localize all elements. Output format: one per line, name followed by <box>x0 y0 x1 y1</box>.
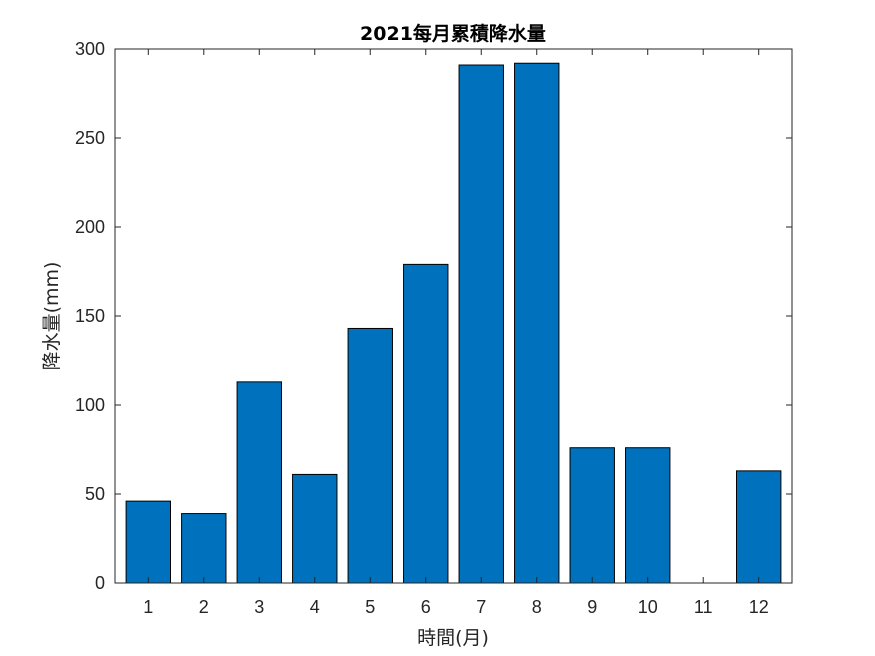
y-tick-label-50: 50 <box>85 484 105 504</box>
bar-5 <box>347 327 393 584</box>
bar-7 <box>458 64 504 584</box>
bar-6 <box>403 263 449 584</box>
y-tick-label-200: 200 <box>75 217 105 237</box>
bars-group <box>125 62 782 584</box>
x-tick-label-9: 9 <box>587 597 597 617</box>
y-tick-label-250: 250 <box>75 128 105 148</box>
x-tick-label-4: 4 <box>310 597 320 617</box>
bar-10 <box>625 447 671 584</box>
bar-2 <box>181 513 227 584</box>
x-tick-label-10: 10 <box>638 597 658 617</box>
chart-title: 2021每月累積降水量 <box>360 22 546 45</box>
y-axis: 0 50 100 150 200 250 300 <box>75 39 792 593</box>
y-tick-label-150: 150 <box>75 306 105 326</box>
x-tick-label-6: 6 <box>421 597 431 617</box>
bar-9 <box>569 447 615 584</box>
y-tick-label-100: 100 <box>75 395 105 415</box>
bar-8 <box>514 62 560 584</box>
bar-12 <box>736 470 782 584</box>
bar-1 <box>125 500 171 584</box>
x-tick-label-2: 2 <box>199 597 209 617</box>
bar-4 <box>292 473 338 584</box>
bar-3 <box>236 381 282 584</box>
x-axis: 1 2 3 4 5 6 7 8 9 10 11 12 <box>143 49 769 617</box>
x-tick-label-1: 1 <box>143 597 153 617</box>
y-tick-label-0: 0 <box>95 573 105 593</box>
y-axis-title: 降水量(mm) <box>41 262 63 371</box>
x-tick-label-12: 12 <box>749 597 769 617</box>
x-tick-label-3: 3 <box>254 597 264 617</box>
x-tick-label-11: 11 <box>694 597 713 617</box>
plot-area <box>115 49 792 583</box>
x-tick-label-5: 5 <box>365 597 375 617</box>
x-tick-label-7: 7 <box>476 597 486 617</box>
x-axis-title: 時間(月) <box>417 627 489 649</box>
x-tick-label-8: 8 <box>532 597 542 617</box>
y-tick-label-300: 300 <box>75 39 105 59</box>
